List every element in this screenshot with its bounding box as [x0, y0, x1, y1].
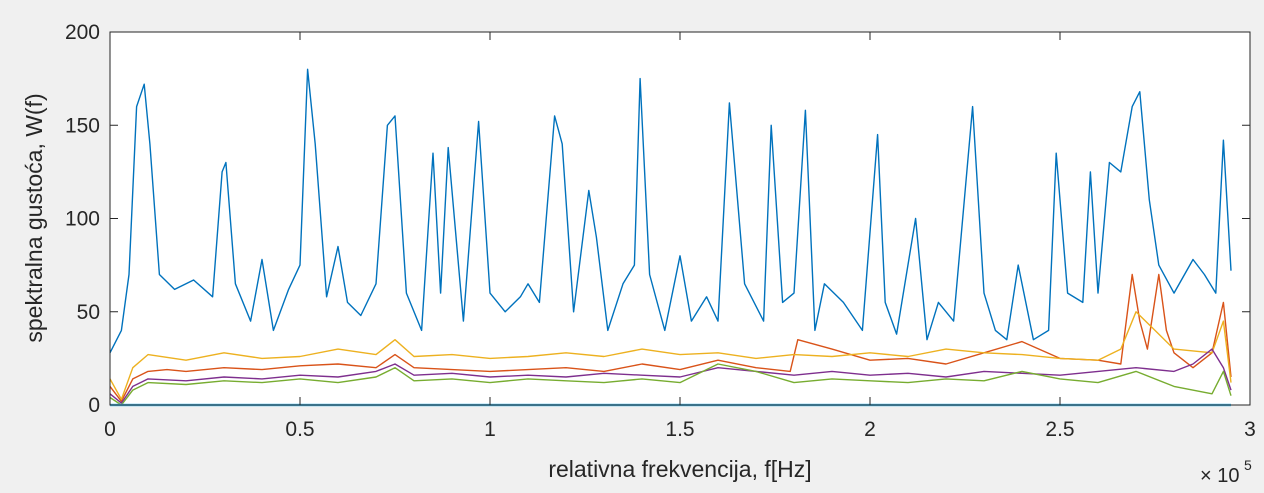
y-ticks: 0 50 100 150 200 — [65, 21, 1250, 417]
y-tick-label: 50 — [77, 301, 100, 324]
series-line-3 — [109, 311, 1232, 401]
y-tick-label: 0 — [88, 394, 100, 417]
x-tick-label: 1.5 — [665, 418, 694, 441]
plot-area — [110, 32, 1250, 405]
series-line-4 — [109, 348, 1232, 404]
x-tick-label: 1 — [484, 418, 496, 441]
series-line-1 — [109, 68, 1232, 354]
y-axis-label: spektralna gustoća, W(f) — [21, 93, 47, 342]
x-tick-label: 0.5 — [285, 418, 314, 441]
x-tick-label: 0 — [104, 418, 116, 441]
y-tick-label: 200 — [65, 21, 100, 44]
x-tick-label: 3 — [1244, 418, 1256, 441]
x-axis-label: relativna frekvencija, f[Hz] — [548, 456, 811, 482]
series-line-5 — [109, 363, 1232, 406]
series-line-2 — [109, 273, 1232, 402]
x-tick-label: 2.5 — [1045, 418, 1074, 441]
x-ticks: 0 0.5 1 1.5 2 2.5 3 — [104, 32, 1256, 441]
x-exponent-base: × 10 — [1200, 465, 1239, 487]
y-tick-label: 150 — [65, 114, 100, 137]
x-tick-label: 2 — [864, 418, 876, 441]
y-tick-label: 100 — [65, 208, 100, 231]
x-exponent-power: 5 — [1244, 457, 1252, 473]
